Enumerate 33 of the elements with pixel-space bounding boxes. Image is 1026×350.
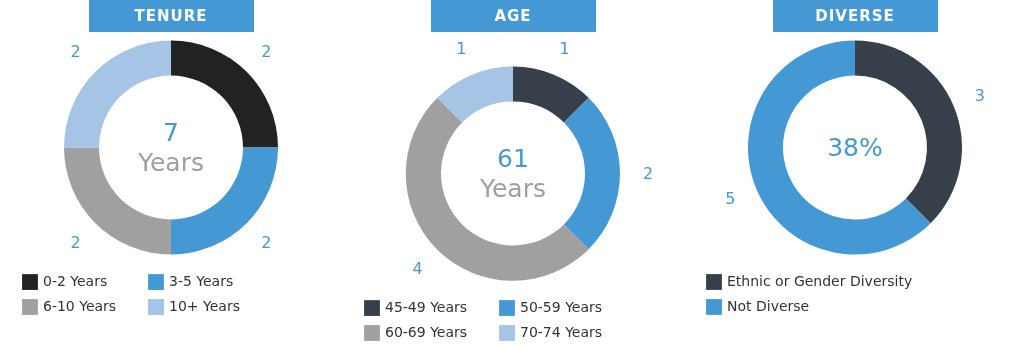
legend-label: Not Diverse [727,298,810,314]
legend-label: 45-49 Years [385,299,468,316]
data-label: 2 [70,42,81,62]
text: Years [137,147,204,177]
donut-slice [437,66,513,123]
data-label: 2 [261,42,272,62]
text: Years [479,173,546,203]
legend-label: 3-5 Years [169,273,234,290]
legend-label: 0-2 Years [43,273,108,290]
donut-slice [405,97,589,281]
chart-title: TENURE [88,0,254,32]
data-label: 1 [456,38,467,58]
data-label: 2 [70,232,81,252]
text: 61 [497,143,529,173]
data-label: 3 [974,85,985,105]
data-label: 2 [261,232,272,252]
data-label: 4 [412,258,423,278]
text: 7 [163,117,179,147]
legend-label: Ethnic or Gender Diversity [727,273,913,289]
donut-slice [563,97,620,250]
legend-label: 10+ Years [169,298,240,314]
chart-title: DIVERSE [772,0,938,32]
donut-slice [513,66,589,123]
data-label: 2 [642,163,654,183]
legend-label: 70-74 Years [520,324,603,340]
donut-slice [748,40,931,255]
legend-label: 60-69 Years [385,324,468,340]
legend-label: 50-59 Years [520,299,603,316]
chart-title: AGE [430,0,596,32]
data-label: 1 [559,38,570,58]
data-label: 5 [725,189,736,209]
text: 38% [827,132,883,162]
legend-label: 6-10 Years [43,298,117,314]
